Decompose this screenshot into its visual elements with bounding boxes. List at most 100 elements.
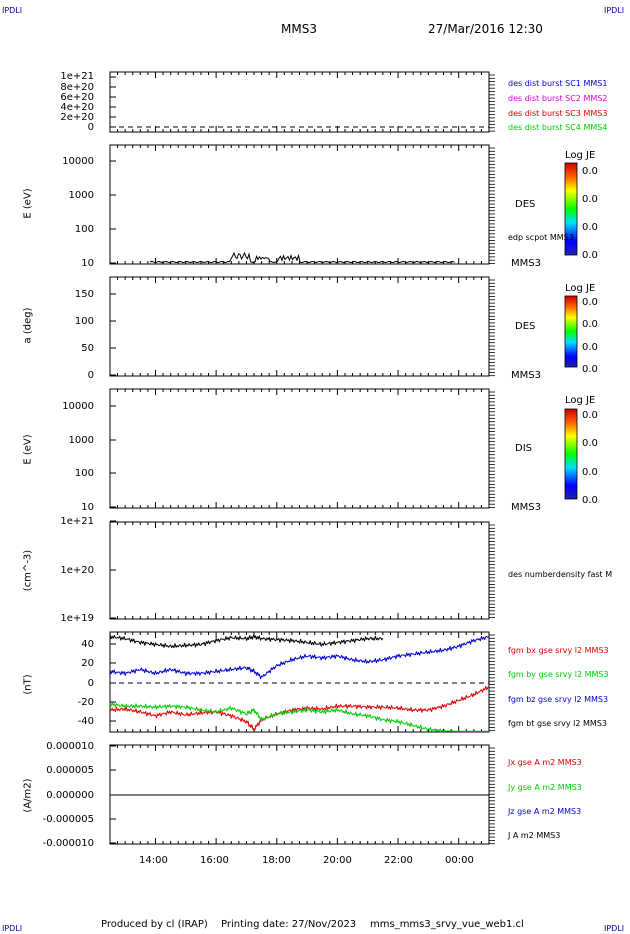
p7-legend-jx: Jx gse A m2 MMS3 xyxy=(508,758,582,767)
p3-frame xyxy=(109,276,490,377)
x-tick-2: 18:00 xyxy=(262,855,291,866)
p7-tick-3: -0.000005 xyxy=(42,814,94,825)
p7-tick-0: 0.000010 xyxy=(46,741,94,752)
p1-legend-mms1: des dist burst SC1 MMS1 xyxy=(508,79,608,88)
p7-legend-j: J A m2 MMS3 xyxy=(508,831,561,840)
p3-ylabel: a (deg) xyxy=(22,307,34,344)
p1-tick-3: 4e+20 xyxy=(60,102,94,113)
p2-tick-1: 1000 xyxy=(68,190,94,201)
p2-instrument: DES xyxy=(515,199,536,210)
p4-cb-val-2: 0.0 xyxy=(582,467,598,478)
corner-tr-label: IPDLI xyxy=(604,6,625,15)
p5-tick-0: 1e+21 xyxy=(60,516,94,527)
p6-legend-bt: fgm bt gse srvy l2 MMS3 xyxy=(508,719,607,728)
p3-sc: MMS3 xyxy=(511,370,541,381)
p2-note: edp scpot MMS3 xyxy=(508,233,574,242)
p7-legend-jz: Jz gse A m2 MMS3 xyxy=(508,807,582,816)
p6-tick-0: 40 xyxy=(81,639,94,650)
p4-tick-3: 10 xyxy=(81,502,94,513)
p2-colorbar-title: Log JE xyxy=(565,150,596,161)
p1-legend-mms2: des dist burst SC2 MMS2 xyxy=(508,94,608,103)
p4-tick-0: 10000 xyxy=(62,401,94,412)
fgm-bt-line xyxy=(109,634,384,649)
p2-tick-0: 10000 xyxy=(62,156,94,167)
corner-tl-label: IPDLI xyxy=(2,6,23,15)
p3-tick-0: 150 xyxy=(74,289,94,300)
p2-tick-2: 100 xyxy=(74,224,94,235)
colorbar-4 xyxy=(564,408,578,500)
p2-des-low-energy-trace xyxy=(149,251,455,264)
colorbar-2 xyxy=(564,162,578,256)
p2-frame xyxy=(109,144,490,265)
p2-cb-val-3: 0.0 xyxy=(582,250,598,261)
x-tick-5: 00:00 xyxy=(445,855,474,866)
p7-legend-jy: Jy gse A m2 MMS3 xyxy=(508,783,582,792)
p3-colorbar-title: Log JE xyxy=(565,283,596,294)
footer-file: mms_mms3_srvy_vue_web1.cl xyxy=(370,919,524,930)
p2-ylabel: E (eV) xyxy=(22,188,34,219)
p3-instrument: DES xyxy=(515,321,536,332)
p6-tick-4: -40 xyxy=(77,716,94,727)
corner-br-label: IPDLI xyxy=(604,924,625,933)
spacecraft-title: MMS3 xyxy=(281,22,317,36)
p6-legend-by: fgm by gse srvy l2 MMS3 xyxy=(508,670,609,679)
fgm-bz-line xyxy=(109,636,490,680)
x-tick-3: 20:00 xyxy=(323,855,352,866)
p1-tick-1: 8e+20 xyxy=(60,82,94,93)
p6-legend-bz: fgm bz gse srvy l2 MMS3 xyxy=(508,695,609,704)
p4-cb-val-3: 0.0 xyxy=(582,495,598,506)
p6-ylabel: (nT) xyxy=(22,674,34,695)
fgm-bx-line xyxy=(109,685,490,731)
p5-ylabel: (cm^-3) xyxy=(22,549,34,592)
p3-cb-val-3: 0.0 xyxy=(582,364,598,375)
p1-legend-mms3: des dist burst SC3 MMS3 xyxy=(508,109,608,118)
p3-tick-3: 0 xyxy=(87,370,94,381)
p1-tick-0: 1e+21 xyxy=(60,71,94,82)
footer-produced: Produced by cl (IRAP) xyxy=(101,919,208,930)
x-tick-4: 22:00 xyxy=(384,855,413,866)
p1-tick-4: 2e+20 xyxy=(60,112,94,123)
p4-instrument: DIS xyxy=(515,443,532,454)
p7-tick-4: -0.000010 xyxy=(42,838,94,849)
corner-bl-label: IPDLI xyxy=(2,924,23,933)
p3-tick-2: 50 xyxy=(81,343,94,354)
p3-cb-val-0: 0.0 xyxy=(582,297,598,308)
x-tick-1: 16:00 xyxy=(200,855,229,866)
p1-legend-mms4: des dist burst SC4 MMS4 xyxy=(508,123,608,132)
p7-ylabel: (A/m2) xyxy=(22,778,34,813)
p2-tick-3: 10 xyxy=(81,258,94,269)
p4-colorbar-title: Log JE xyxy=(565,395,596,406)
colorbar-3 xyxy=(564,295,578,368)
p2-cb-val-2: 0.0 xyxy=(582,222,598,233)
p6-tick-3: -20 xyxy=(77,697,94,708)
p2-sc: MMS3 xyxy=(511,258,541,269)
p5-tick-2: 1e+19 xyxy=(60,613,94,624)
p4-ylabel: E (eV) xyxy=(22,434,34,465)
x-tick-0: 14:00 xyxy=(139,855,168,866)
footer-printing: Printing date: 27/Nov/2023 xyxy=(221,919,357,930)
p7-tick-1: 0.000005 xyxy=(46,765,94,776)
fgm-by-line xyxy=(109,702,489,732)
p4-cb-val-0: 0.0 xyxy=(582,410,598,421)
p5-frame xyxy=(109,521,490,620)
p7-tick-2: 0.000000 xyxy=(46,790,94,801)
p3-tick-1: 100 xyxy=(74,316,94,327)
p4-tick-1: 1000 xyxy=(68,435,94,446)
p6-legend-bx: fgm bx gse srvy l2 MMS3 xyxy=(508,646,609,655)
p6-tick-1: 20 xyxy=(81,658,94,669)
p1-frame xyxy=(109,71,490,133)
p2-cb-val-0: 0.0 xyxy=(582,166,598,177)
p2-cb-val-1: 0.0 xyxy=(582,194,598,205)
p3-cb-val-1: 0.0 xyxy=(582,319,598,330)
p5-legend: des numberdensity fast M xyxy=(508,570,613,579)
p3-cb-val-2: 0.0 xyxy=(582,342,598,353)
p6-tick-2: 0 xyxy=(87,678,94,689)
p5-tick-1: 1e+20 xyxy=(60,565,94,576)
p4-cb-val-1: 0.0 xyxy=(582,438,598,449)
p6-frame xyxy=(109,631,490,733)
p4-sc: MMS3 xyxy=(511,502,541,513)
p1-tick-2: 6e+20 xyxy=(60,92,94,103)
datetime-title: 27/Mar/2016 12:30 xyxy=(428,22,543,36)
p4-tick-2: 100 xyxy=(74,468,94,479)
